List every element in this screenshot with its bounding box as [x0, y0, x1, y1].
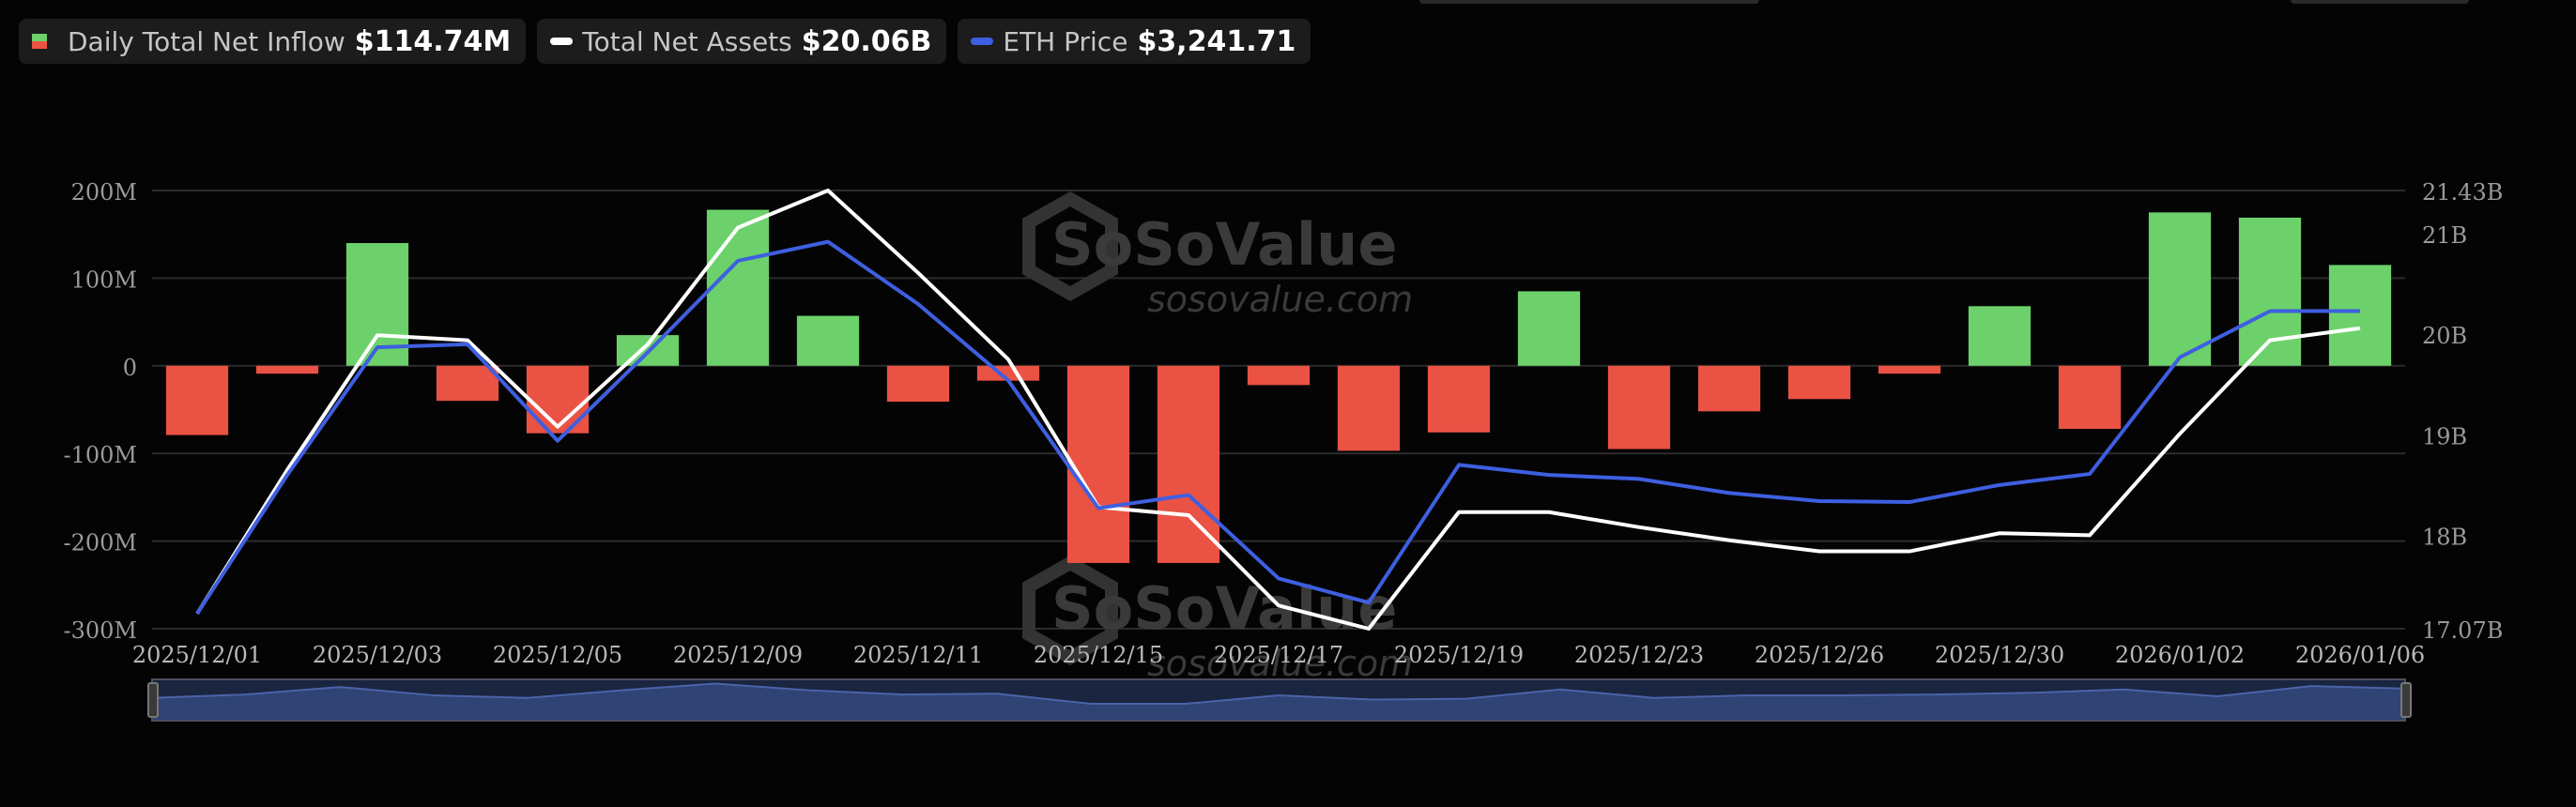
- x-tick-label: 2025/12/17: [1214, 642, 1343, 668]
- y-right-tick-label: 19B: [2422, 423, 2467, 449]
- y-left-tick-label: 0: [123, 355, 137, 381]
- legend-item-eth[interactable]: ETH Price $3,241.71: [958, 19, 1311, 64]
- chart-legend: Daily Total Net Inflow $114.74M Total Ne…: [19, 19, 1311, 64]
- assets-line: [195, 189, 2361, 631]
- inflow-bar: [1517, 291, 1581, 366]
- inflow-bar: [1878, 365, 1941, 374]
- y-left-tick-label: 200M: [71, 179, 137, 206]
- x-tick-label: 2025/12/05: [493, 642, 622, 668]
- inflow-bar: [2058, 365, 2122, 430]
- inflow-bar: [1787, 365, 1851, 400]
- inflow-bar: [1607, 365, 1671, 449]
- watermark-brand: SoSoValue: [1051, 574, 1397, 643]
- inflow-bar: [1427, 365, 1491, 433]
- inflow-bar: [1247, 365, 1311, 386]
- x-tick-label: 2026/01/02: [2115, 642, 2245, 668]
- inflow-swatch-icon: [32, 34, 47, 49]
- y-right-tick-label: 17.07B: [2422, 617, 2503, 644]
- inflow-bar: [2148, 212, 2212, 366]
- inflow-bar: [1157, 365, 1220, 563]
- legend-assets-value: $20.06B: [801, 24, 932, 58]
- top-control-fragment: [2291, 0, 2469, 4]
- inflow-bar: [255, 365, 319, 374]
- x-tick-label: 2025/12/11: [853, 642, 983, 668]
- inflow-bar: [796, 315, 860, 366]
- y-left-tick-label: 100M: [71, 266, 137, 293]
- x-tick-label: 2026/01/06: [2295, 642, 2425, 668]
- watermark-url: sosovalue.com: [1147, 643, 1413, 684]
- inflow-bar: [165, 365, 229, 435]
- x-tick-label: 2025/12/15: [1034, 642, 1163, 668]
- y-right-tick-label: 18B: [2422, 524, 2467, 550]
- inflow-bar: [2238, 217, 2302, 366]
- x-tick-label: 2025/12/03: [313, 642, 442, 668]
- inflow-bar: [526, 365, 590, 434]
- navigator-handle[interactable]: [2400, 682, 2412, 718]
- x-tick-label: 2025/12/26: [1755, 642, 1884, 668]
- legend-eth-value: $3,241.71: [1137, 24, 1296, 58]
- watermark-url: sosovalue.com: [1147, 279, 1413, 320]
- top-control-fragment: [1419, 0, 1759, 4]
- x-tick-label: 2025/12/19: [1394, 642, 1524, 668]
- watermark-bottom: SoSoValue sosovalue.com: [1022, 555, 1413, 684]
- assets-swatch-icon: [550, 38, 574, 45]
- y-right-tick-label: 20B: [2422, 323, 2467, 349]
- watermark-top: SoSoValue sosovalue.com: [1022, 190, 1413, 320]
- watermark-brand: SoSoValue: [1051, 210, 1397, 279]
- y-left-tick-label: -100M: [64, 442, 138, 468]
- eth-swatch-icon: [971, 38, 994, 45]
- inflow-bar: [1337, 365, 1401, 451]
- legend-inflow-label: Daily Total Net Inflow: [68, 25, 345, 57]
- y-left-tick-label: -200M: [64, 530, 138, 556]
- y-right-tick-label: 21B: [2422, 222, 2467, 249]
- range-navigator[interactable]: [147, 678, 2412, 722]
- navigator-series: [151, 682, 2406, 722]
- x-tick-label: 2025/12/23: [1574, 642, 1704, 668]
- inflow-bar: [436, 365, 499, 402]
- x-tick-label: 2025/12/01: [132, 642, 262, 668]
- legend-eth-label: ETH Price: [1003, 25, 1128, 57]
- y-left-tick-label: -300M: [64, 617, 138, 644]
- inflow-bar: [706, 209, 770, 366]
- legend-item-inflow[interactable]: Daily Total Net Inflow $114.74M: [19, 19, 527, 64]
- x-tick-label: 2025/12/09: [673, 642, 803, 668]
- inflow-bar: [2328, 265, 2392, 366]
- inflow-bar: [1697, 365, 1761, 412]
- inflow-bar: [886, 365, 950, 403]
- y-right-tick-label: 21.43B: [2422, 179, 2503, 206]
- inflow-bar: [1066, 365, 1130, 563]
- inflow-bar: [1968, 306, 2032, 366]
- navigator-handle[interactable]: [147, 682, 159, 718]
- legend-inflow-value: $114.74M: [354, 24, 512, 58]
- legend-assets-label: Total Net Assets: [582, 25, 792, 57]
- x-tick-label: 2025/12/30: [1935, 642, 2064, 668]
- eth-price-line: [195, 239, 2360, 616]
- legend-item-assets[interactable]: Total Net Assets $20.06B: [537, 19, 947, 64]
